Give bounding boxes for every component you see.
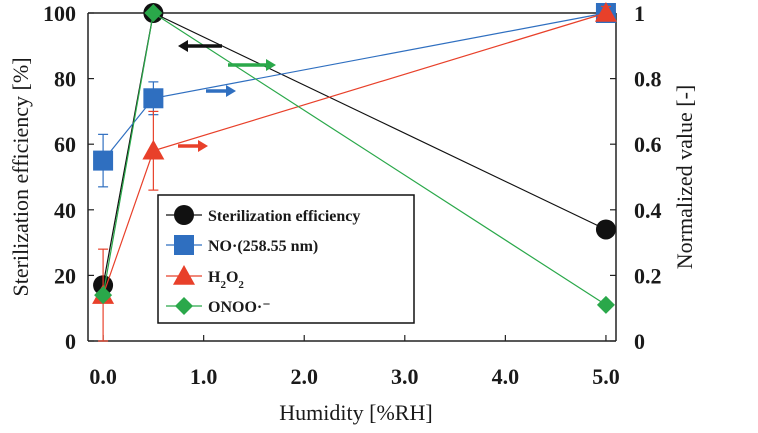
legend: Sterilization efficiency NO·(258.55 nm) H2… [157, 194, 415, 324]
x-tick-label: 3.0 [391, 364, 419, 389]
left-y-tick-label: 40 [54, 198, 76, 223]
x-tick-label: 1.0 [190, 364, 218, 389]
left-y-tick-label: 100 [43, 1, 76, 26]
right-y-tick-label: 0.2 [634, 263, 662, 288]
data-point-onoo [94, 286, 113, 305]
plot-axes [87, 12, 617, 342]
right-y-tick-label: 0.6 [634, 132, 662, 157]
legend-label-h2o2: H2O2 [208, 269, 244, 291]
legend-item-sterilization: Sterilization efficiency [166, 205, 360, 225]
left-y-axis-title: Sterilization efficiency [%] [8, 57, 33, 296]
series-layer [92, 2, 617, 342]
right-y-tick-label: 0.8 [634, 67, 662, 92]
arrow-sterilization [178, 40, 222, 52]
x-tick-label: 4.0 [492, 364, 520, 389]
ticks-layer: 0 20 40 60 80 100 0 0.2 0.4 0.6 0.8 1 0.0 1.0 2.0 3.0 4.… [43, 1, 662, 389]
data-point-onoo [144, 4, 163, 22]
data-point-no [143, 88, 164, 109]
legend-label-no: NO·(258.55 nm) [208, 238, 318, 255]
legend-item-no: NO·(258.55 nm) [166, 235, 318, 255]
series-no [93, 3, 616, 188]
legend-marker-no [174, 235, 194, 255]
left-y-tick-label: 80 [54, 67, 76, 92]
legend-marker-h2o2 [173, 265, 195, 285]
series-onoo [94, 4, 615, 314]
legend-marker-sterilization [174, 205, 194, 225]
left-y-tick-label: 60 [54, 132, 76, 157]
legend-label-onoo: ONOO·⁻ [208, 299, 271, 316]
x-tick-label: 5.0 [592, 364, 620, 389]
annotation-layer [178, 40, 276, 152]
arrow-h2o2 [178, 140, 208, 152]
right-y-axis-title: Normalized value [-] [672, 85, 697, 269]
legend-label-sterilization: Sterilization efficiency [208, 208, 360, 225]
x-axis-title: Humidity [%RH] [279, 400, 432, 425]
data-point-h2o2 [594, 2, 617, 22]
series-line-no [102, 12, 607, 161]
data-point-h2o2 [142, 139, 165, 160]
x-tick-label: 0.0 [89, 364, 117, 389]
legend-item-onoo: ONOO·⁻ [166, 297, 271, 316]
legend-item-h2o2: H2O2 [166, 265, 244, 291]
legend-box [157, 194, 415, 324]
arrow-onoo [228, 59, 276, 71]
left-y-tick-label: 20 [54, 263, 76, 288]
right-y-tick-label: 1 [634, 1, 645, 26]
x-tick-label: 2.0 [290, 364, 318, 389]
right-y-tick-label: 0 [634, 329, 645, 354]
left-y-tick-label: 0 [65, 329, 76, 354]
data-point-onoo [596, 295, 615, 314]
data-point-sterilization [595, 219, 616, 240]
legend-marker-onoo [175, 297, 193, 315]
right-y-tick-label: 0.4 [634, 198, 662, 223]
arrow-no [206, 85, 236, 97]
data-point-no [93, 150, 114, 171]
